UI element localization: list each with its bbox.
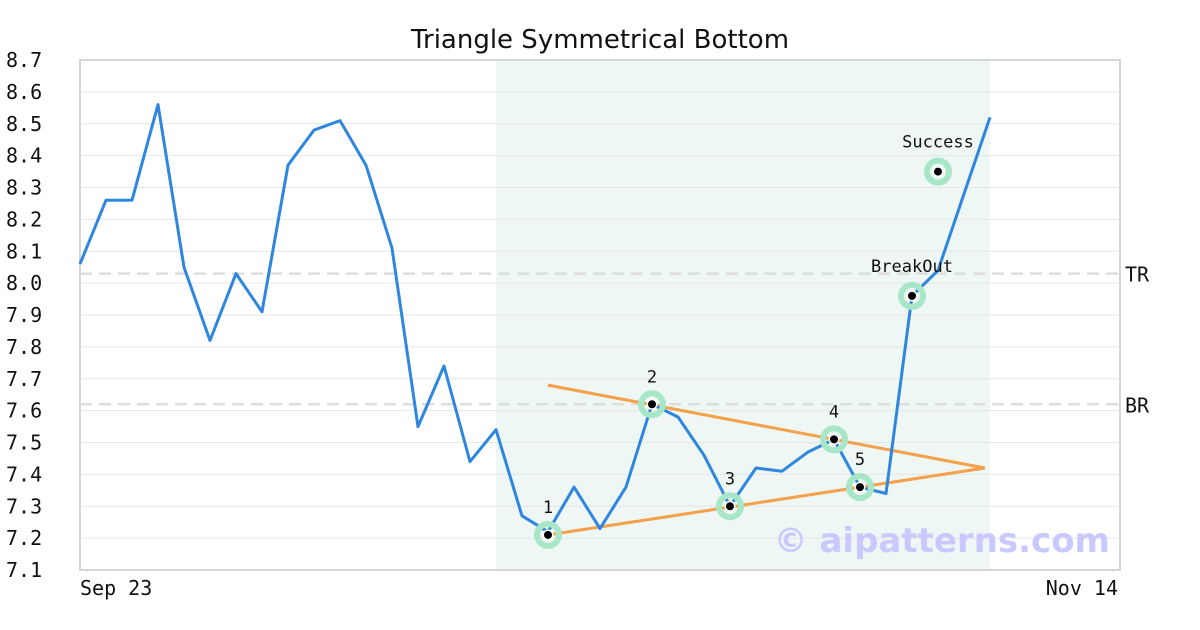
y-tick-label: 7.3	[6, 494, 42, 518]
success-point-dot	[934, 167, 942, 176]
reference-lines-layer: TR BR	[80, 263, 1150, 417]
y-tick-label: 8.1	[6, 239, 42, 263]
pivot-point-2-ring	[638, 390, 666, 419]
pivot-point-2-dot	[648, 400, 656, 409]
pivot-point-4-dot	[830, 435, 838, 444]
pivot-point-3-ring	[716, 492, 744, 521]
reference-label-br: BR	[1125, 393, 1150, 417]
pivot-point-1-ring	[534, 520, 562, 549]
pivot-point-5-ring	[846, 473, 874, 502]
chart-title: Triangle Symmetrical Bottom	[410, 25, 789, 55]
pivot-label-5: 5	[855, 450, 865, 470]
y-tick-label: 8.0	[6, 271, 42, 295]
y-tick-label: 8.4	[6, 144, 42, 168]
y-tick-label: 7.6	[6, 399, 42, 423]
lower-trendline	[547, 466, 986, 537]
pivot-label-4: 4	[829, 402, 839, 422]
y-tick-label: 7.8	[6, 335, 42, 359]
y-tick-label: 8.7	[6, 48, 42, 72]
breakout-label: BreakOut	[871, 257, 953, 277]
pivot-point-3-dot	[726, 502, 734, 511]
breakout-point-dot	[908, 291, 916, 300]
y-tick-label: 7.7	[6, 367, 42, 391]
plot-frame	[79, 59, 1121, 571]
pivot-point-4-ring	[820, 425, 848, 454]
x-tick-label: Nov 14	[1046, 576, 1118, 600]
pivot-label-3: 3	[725, 469, 735, 489]
y-axis-ticks: 7.1 7.2 7.3 7.4 7.5 7.6 7.7 7.8 7.9 8.0 8.1 8.2 8.3 8…	[6, 48, 42, 582]
y-tick-label: 7.4	[6, 462, 42, 486]
y-tick-label: 8.5	[6, 112, 42, 136]
y-tick-label: 7.9	[6, 303, 42, 327]
trendlines-layer	[547, 383, 986, 537]
pivot-point-5-dot	[856, 483, 864, 492]
y-tick-label: 8.2	[6, 207, 42, 231]
success-label: Success	[902, 133, 974, 153]
y-tick-label: 7.2	[6, 526, 42, 550]
y-tick-label: 8.6	[6, 80, 42, 104]
grid-layer	[80, 59, 1120, 571]
y-tick-label: 8.3	[6, 176, 42, 200]
pivot-point-1-dot	[544, 530, 552, 539]
reference-label-tr: TR	[1125, 263, 1150, 287]
markers-layer: 1 2 3 4 5 BreakOut Success	[534, 133, 974, 549]
pivot-label-2: 2	[647, 367, 657, 387]
pivot-label-1: 1	[543, 498, 553, 518]
breakout-point-ring	[898, 281, 926, 310]
upper-trendline	[547, 383, 986, 470]
y-tick-label: 7.1	[6, 558, 42, 582]
y-tick-label: 7.5	[6, 431, 42, 455]
x-tick-label: Sep 23	[80, 576, 152, 600]
success-point-ring	[924, 157, 952, 186]
x-axis-ticks: Sep 23 Nov 14	[80, 576, 1118, 600]
watermark-text: © aipatterns.com	[774, 521, 1110, 561]
